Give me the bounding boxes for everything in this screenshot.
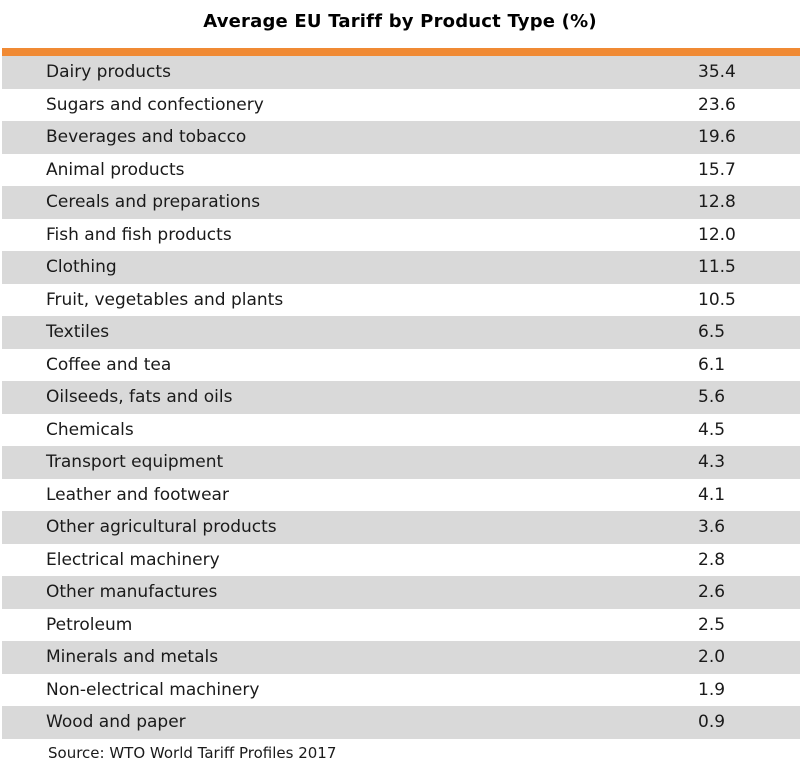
- table-row: Sugars and confectionery 23.6: [2, 89, 800, 122]
- row-value: 2.8: [698, 549, 726, 570]
- row-label: Leather and footwear: [46, 484, 229, 505]
- row-value: 23.6: [698, 94, 736, 115]
- table-row: Textiles 6.5: [2, 316, 800, 349]
- header-accent-rule: [2, 48, 800, 56]
- row-value: 12.8: [698, 192, 736, 212]
- row-value: 1.9: [698, 679, 726, 700]
- table-row: Fish and fish products 12.0: [2, 219, 800, 252]
- row-value: 6.1: [698, 354, 726, 375]
- table-row: Coffee and tea 6.1: [2, 349, 800, 382]
- row-value: 2.0: [698, 647, 726, 667]
- row-value: 11.5: [698, 257, 736, 277]
- row-label: Cereals and preparations: [46, 192, 261, 212]
- row-label: Oilseeds, fats and oils: [46, 387, 233, 407]
- table-row: Fruit, vegetables and plants 10.5: [2, 284, 800, 317]
- row-label: Non-electrical machinery: [46, 679, 260, 700]
- row-label: Textiles: [46, 322, 110, 342]
- row-value: 4.5: [698, 419, 726, 440]
- chart-title: Average EU Tariff by Product Type (%): [203, 11, 597, 32]
- row-value: 4.1: [698, 484, 726, 505]
- row-value: 19.6: [698, 127, 736, 147]
- row-label: Beverages and tobacco: [46, 127, 247, 147]
- table-row: Clothing 11.5: [2, 251, 800, 284]
- table-row: Other agricultural products 3.6: [2, 511, 800, 544]
- table-row: Petroleum 2.5: [2, 609, 800, 642]
- row-label: Coffee and tea: [46, 354, 172, 375]
- row-label: Fruit, vegetables and plants: [46, 289, 284, 310]
- table-row: Oilseeds, fats and oils 5.6: [2, 381, 800, 414]
- row-label: Fish and fish products: [46, 224, 232, 245]
- row-label: Dairy products: [46, 62, 171, 82]
- row-value: 4.3: [698, 452, 726, 472]
- row-label: Transport equipment: [46, 452, 224, 472]
- row-value: 6.5: [698, 322, 726, 342]
- tariff-table: Dairy products 35.4 Sugars and confectione…: [2, 56, 800, 739]
- row-label: Clothing: [46, 257, 117, 277]
- row-value: 2.5: [698, 614, 726, 635]
- row-label: Other manufactures: [46, 582, 218, 602]
- row-value: 5.6: [698, 387, 726, 407]
- table-row: Leather and footwear 4.1: [2, 479, 800, 512]
- row-value: 2.6: [698, 582, 726, 602]
- table-row: Wood and paper 0.9: [2, 706, 800, 739]
- row-label: Chemicals: [46, 419, 134, 440]
- source-note: Source: WTO World Tariff Profiles 2017: [48, 744, 337, 762]
- table-row: Electrical machinery 2.8: [2, 544, 800, 577]
- table-row: Animal products 15.7: [2, 154, 800, 187]
- row-value: 3.6: [698, 517, 726, 537]
- table-row: Chemicals 4.5: [2, 414, 800, 447]
- row-label: Electrical machinery: [46, 549, 220, 570]
- row-label: Wood and paper: [46, 712, 186, 732]
- table-row: Transport equipment 4.3: [2, 446, 800, 479]
- row-label: Animal products: [46, 159, 185, 180]
- row-value: 15.7: [698, 159, 736, 180]
- row-label: Minerals and metals: [46, 647, 219, 667]
- table-row: Other manufactures 2.6: [2, 576, 800, 609]
- row-value: 35.4: [698, 62, 736, 82]
- table-row: Beverages and tobacco 19.6: [2, 121, 800, 154]
- table-row: Dairy products 35.4: [2, 56, 800, 89]
- row-value: 10.5: [698, 289, 736, 310]
- table-row: Non-electrical machinery 1.9: [2, 674, 800, 707]
- table-row: Cereals and preparations 12.8: [2, 186, 800, 219]
- row-label: Other agricultural products: [46, 517, 277, 537]
- row-label: Sugars and confectionery: [46, 94, 264, 115]
- row-label: Petroleum: [46, 614, 133, 635]
- row-value: 12.0: [698, 224, 736, 245]
- table-row: Minerals and metals 2.0: [2, 641, 800, 674]
- row-value: 0.9: [698, 712, 726, 732]
